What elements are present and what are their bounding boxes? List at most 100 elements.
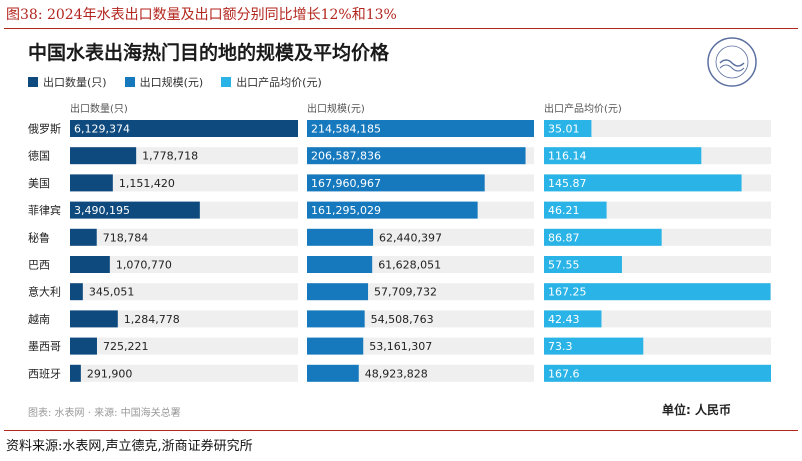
bar-series-0 bbox=[70, 201, 200, 219]
data-label: 167.6 bbox=[548, 367, 580, 380]
bar-series-2 bbox=[544, 120, 592, 137]
bar-series-2 bbox=[544, 147, 702, 165]
data-label: 718,784 bbox=[103, 231, 149, 244]
legend-swatch-value bbox=[124, 77, 135, 87]
bar-series-1 bbox=[307, 174, 485, 192]
bar-track bbox=[70, 310, 298, 328]
bar-series-0 bbox=[70, 147, 137, 165]
chart-plot: 出口数量(只) 出口规模(元) 出口产品均价(元) 俄罗斯 6,129,374 214,5… bbox=[28, 102, 771, 382]
bar-series-1 bbox=[307, 337, 364, 355]
bar-series-0 bbox=[70, 256, 110, 273]
bar-track bbox=[307, 364, 534, 382]
category-label: 俄罗斯 bbox=[28, 123, 61, 136]
data-label: 42.43 bbox=[548, 313, 580, 326]
data-label: 345,051 bbox=[89, 286, 134, 299]
data-label: 48,923,828 bbox=[365, 367, 428, 380]
data-label: 1,070,770 bbox=[116, 259, 172, 272]
legend-item-qty: 出口数量(只) bbox=[28, 74, 107, 90]
data-label: 145.87 bbox=[548, 177, 587, 190]
bar-track bbox=[544, 120, 771, 137]
bar-series-1 bbox=[307, 283, 369, 301]
footer-rule bbox=[4, 430, 798, 431]
bar-series-1 bbox=[307, 364, 359, 382]
bar-series-2 bbox=[544, 283, 771, 301]
bar-series-1 bbox=[307, 147, 526, 165]
bar-series-2 bbox=[544, 310, 602, 328]
panel-header-2: 出口产品均价(元) bbox=[544, 102, 622, 115]
bar-series-2 bbox=[544, 201, 607, 219]
bar-track bbox=[70, 174, 298, 192]
data-label: 725,221 bbox=[103, 340, 149, 353]
bar-series-1 bbox=[307, 201, 478, 219]
bar-series-0 bbox=[70, 283, 83, 301]
data-label: 57.55 bbox=[548, 259, 580, 272]
data-label: 46.21 bbox=[548, 204, 580, 217]
bar-series-2 bbox=[544, 337, 644, 355]
chart-title: 中国水表出海热门目的地的规模及平均价格 bbox=[28, 42, 390, 64]
data-label: 167,960,967 bbox=[311, 177, 381, 190]
data-label: 73.3 bbox=[548, 340, 573, 353]
legend-label-price: 出口产品均价(元) bbox=[236, 76, 322, 89]
watermark-seal-logo bbox=[707, 37, 757, 87]
bar-series-1 bbox=[307, 256, 373, 273]
data-label: 116.14 bbox=[548, 150, 587, 163]
data-label: 57,709,732 bbox=[374, 286, 437, 299]
chart-legend: 出口数量(只) 出口规模(元) 出口产品均价(元) bbox=[28, 74, 322, 90]
category-label: 秘鲁 bbox=[28, 230, 50, 244]
data-label: 214,584,185 bbox=[311, 123, 381, 136]
bar-series-0 bbox=[70, 120, 298, 137]
category-label: 墨西哥 bbox=[28, 340, 61, 353]
source-line: 资料来源:水表网,声立德克,浙商证券研究所 bbox=[6, 439, 253, 454]
bar-series-1 bbox=[307, 310, 365, 328]
data-label: 86.87 bbox=[548, 231, 580, 244]
data-label: 161,295,029 bbox=[311, 204, 381, 217]
legend-swatch-qty bbox=[28, 77, 38, 87]
bar-series-0 bbox=[70, 364, 81, 382]
legend-swatch-price bbox=[221, 77, 232, 87]
bar-series-2 bbox=[544, 228, 662, 246]
data-label: 53,161,307 bbox=[369, 340, 432, 353]
legend-item-value: 出口规模(元) bbox=[124, 74, 204, 90]
chart-card: 中国水表出海热门目的地的规模及平均价格 出口数量(只) 出口规模(元) 出口产品… bbox=[12, 32, 792, 424]
bar-series-0 bbox=[70, 337, 97, 355]
figure-caption: 图38: 2024年水表出口数量及出口额分别同比增长12%和13% bbox=[6, 7, 397, 23]
bar-track bbox=[70, 364, 298, 382]
bar-series-2 bbox=[544, 174, 742, 192]
bar-track bbox=[70, 256, 298, 273]
caption-rule bbox=[4, 28, 798, 29]
bar-track bbox=[70, 337, 298, 355]
category-label: 越南 bbox=[28, 312, 50, 326]
legend-label-value: 出口规模(元) bbox=[139, 76, 204, 89]
bar-series-0 bbox=[70, 228, 97, 246]
source-note: 图表: 水表网 · 来源: 中国海关总署 bbox=[28, 408, 181, 419]
bar-track bbox=[70, 228, 298, 246]
data-label: 206,587,836 bbox=[311, 150, 381, 163]
legend-label-qty: 出口数量(只) bbox=[43, 76, 107, 89]
category-label: 美国 bbox=[28, 177, 50, 190]
data-label: 54,508,763 bbox=[371, 313, 434, 326]
panel-header-0: 出口数量(只) bbox=[70, 102, 128, 115]
data-label: 62,440,397 bbox=[379, 231, 442, 244]
data-label: 61,628,051 bbox=[378, 259, 441, 272]
unit-note: 单位: 人民币 bbox=[662, 403, 731, 417]
category-label: 巴西 bbox=[28, 259, 50, 272]
bar-track bbox=[70, 283, 298, 301]
bar-series-0 bbox=[70, 310, 118, 328]
panel-header-1: 出口规模(元) bbox=[307, 102, 365, 115]
category-label: 菲律宾 bbox=[28, 203, 61, 217]
bar-track bbox=[307, 337, 534, 355]
data-label: 1,778,718 bbox=[142, 150, 198, 163]
data-label: 3,490,195 bbox=[74, 204, 130, 217]
bar-series-0 bbox=[70, 174, 113, 192]
data-label: 6,129,374 bbox=[74, 123, 130, 136]
category-label: 西班牙 bbox=[28, 367, 61, 380]
legend-item-price: 出口产品均价(元) bbox=[221, 74, 322, 90]
category-label: 德国 bbox=[28, 149, 50, 163]
data-label: 291,900 bbox=[87, 367, 133, 380]
bar-series-2 bbox=[544, 256, 622, 273]
bar-series-1 bbox=[307, 120, 534, 137]
data-label: 35.01 bbox=[548, 123, 580, 136]
data-label: 167.25 bbox=[548, 286, 587, 299]
bar-series-1 bbox=[307, 228, 374, 246]
bar-series-2 bbox=[544, 364, 771, 382]
